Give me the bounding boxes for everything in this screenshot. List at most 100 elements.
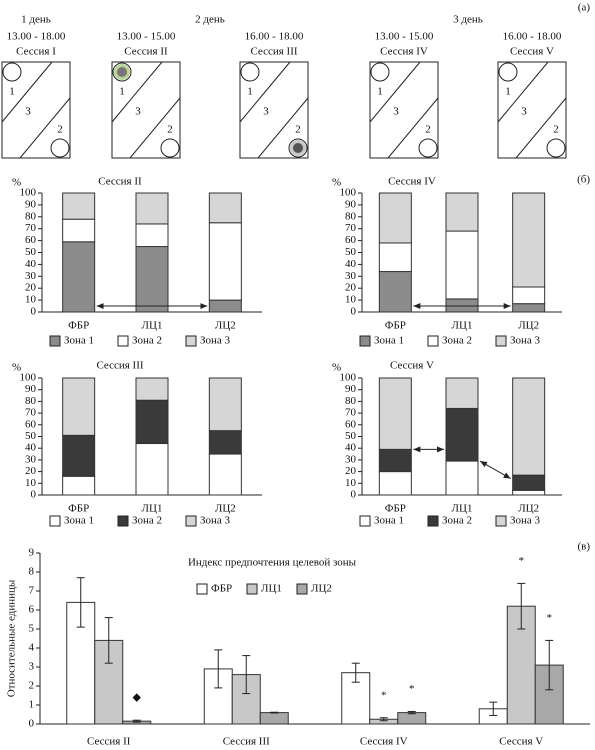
zone-label: 2 — [425, 124, 431, 136]
session-label: Сессия I — [16, 46, 56, 58]
bar — [259, 712, 289, 725]
y-tick-label: 50 — [25, 246, 37, 258]
zone-label: 2 — [167, 124, 173, 136]
y-tick-label: 100 — [20, 187, 37, 199]
x-tick-label: Сессия III — [223, 736, 270, 748]
legend-swatch — [427, 335, 439, 347]
legend-label: Зона 2 — [132, 335, 162, 347]
bar-segment — [378, 271, 412, 313]
y-tick-label: 100 — [20, 372, 37, 384]
y-tick-label: 8 — [29, 566, 35, 578]
zone-label: 3 — [263, 106, 269, 118]
y-tick-label: 90 — [25, 383, 37, 395]
legend-label: Зона 1 — [64, 515, 94, 527]
y-tick-label: 20 — [345, 465, 357, 477]
legend-label: ЛЦ2 — [311, 583, 332, 595]
x-tick-label: Сессия IV — [360, 736, 408, 748]
legend-label: Зона 3 — [200, 515, 231, 527]
legend-label: ФБР — [211, 583, 232, 595]
y-tick-label: 7 — [29, 585, 35, 597]
zone-circle — [546, 138, 566, 158]
y-tick-label: 20 — [345, 282, 357, 294]
arena — [239, 61, 309, 159]
y-axis-label: Относительные единицы — [6, 579, 18, 697]
y-tick-label: 60 — [345, 234, 357, 246]
bar-segment — [62, 218, 96, 243]
x-tick-label: ЛЦ2 — [518, 320, 539, 332]
bar-segment — [208, 299, 242, 313]
y-tick-label: 30 — [345, 453, 357, 465]
y-tick-label: 20 — [25, 282, 37, 294]
bar-segment — [62, 241, 96, 313]
x-tick-label: ЛЦ1 — [142, 320, 163, 332]
zone-border — [111, 61, 163, 123]
y-tick-label: 100 — [340, 372, 357, 384]
bar-segment — [135, 192, 169, 225]
marker — [293, 143, 303, 153]
bar-segment — [208, 222, 242, 301]
legend-swatch — [196, 583, 208, 595]
x-tick-label: ЛЦ2 — [215, 503, 236, 515]
y-tick-label: 50 — [345, 430, 357, 442]
zone-circle — [2, 62, 22, 82]
y-tick-label: 70 — [345, 407, 357, 419]
zone-circle — [498, 62, 518, 82]
zone-label: 1 — [377, 86, 383, 98]
y-tick-label: 0 — [31, 489, 37, 501]
bar-segment — [378, 377, 412, 450]
arrow — [479, 460, 511, 480]
y-axis-label: % — [12, 177, 21, 189]
x-tick-label: ЛЦ1 — [142, 503, 163, 515]
bar-segment — [512, 489, 546, 496]
y-tick-label: 80 — [25, 395, 37, 407]
bar-segment — [445, 230, 479, 300]
chart-title: Сессия III — [96, 360, 143, 372]
zone-label: 1 — [9, 86, 15, 98]
session-label: Сессия V — [510, 46, 554, 58]
legend-swatch — [117, 515, 129, 527]
y-tick-label: 70 — [25, 222, 37, 234]
bar-segment — [135, 377, 169, 401]
x-tick-label: Сессия V — [499, 736, 543, 748]
bar-segment — [208, 377, 242, 432]
y-tick-label: 80 — [25, 210, 37, 222]
annotation: * — [519, 555, 525, 567]
x-tick-label: ФБР — [68, 503, 89, 515]
chart-title: Индекс предпочтения целевой зоны — [188, 557, 357, 569]
annotation: ◆ — [133, 692, 142, 704]
annotation: * — [409, 683, 415, 695]
bar-segment — [135, 246, 169, 313]
arena — [369, 61, 439, 159]
arena — [111, 61, 181, 159]
zone-border — [369, 61, 421, 123]
y-tick-label: 70 — [25, 407, 37, 419]
day-label: 1 день — [21, 14, 51, 26]
zone-label: 1 — [119, 86, 125, 98]
legend-swatch — [495, 335, 507, 347]
legend-label: Зона 3 — [510, 335, 541, 347]
y-tick-label: 90 — [345, 383, 357, 395]
bar-segment — [62, 475, 96, 496]
y-tick-label: 40 — [25, 258, 37, 270]
zone-circle — [370, 62, 390, 82]
chart-title: Сессия IV — [388, 176, 436, 188]
y-axis-label: % — [332, 177, 341, 189]
y-tick-label: 30 — [25, 453, 37, 465]
zone-border — [515, 97, 567, 159]
x-tick-label: ЛЦ2 — [518, 503, 539, 515]
legend-swatch — [495, 515, 507, 527]
y-tick-label: 2 — [29, 680, 35, 692]
y-tick-label: 60 — [25, 234, 37, 246]
legend-label: Зона 2 — [442, 335, 472, 347]
legend-swatch — [359, 515, 371, 527]
y-tick-label: 40 — [345, 258, 357, 270]
y-tick-label: 5 — [29, 623, 35, 635]
y-tick-label: 80 — [345, 210, 357, 222]
y-tick-label: 80 — [345, 395, 357, 407]
legend-swatch — [117, 335, 129, 347]
zone-label: 3 — [393, 106, 399, 118]
y-tick-label: 50 — [345, 246, 357, 258]
y-tick-label: 50 — [25, 430, 37, 442]
legend-swatch — [49, 335, 61, 347]
